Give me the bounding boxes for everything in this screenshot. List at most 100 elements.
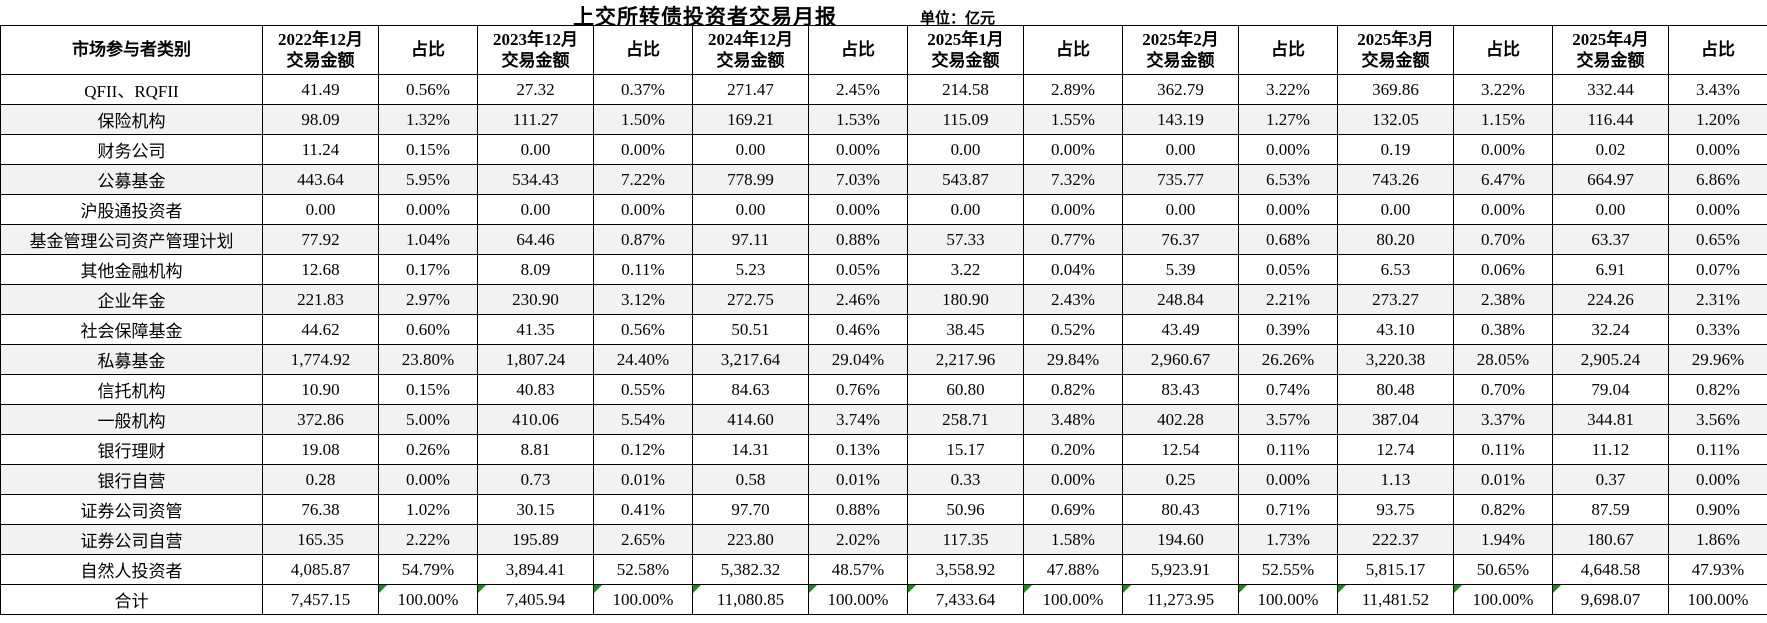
cell-amount[interactable]: 14.31 <box>692 434 809 465</box>
cell-pct[interactable]: 48.57% <box>808 554 908 585</box>
row-category[interactable]: 沪股通投资者 <box>0 194 263 225</box>
cell-amount[interactable]: 0.00 <box>907 194 1024 225</box>
cell-amount[interactable]: 11.12 <box>1552 434 1669 465</box>
cell-pct[interactable]: 0.70% <box>1453 224 1553 255</box>
cell-amount[interactable]: 180.67 <box>1552 524 1669 555</box>
cell-amount[interactable]: 271.47 <box>692 74 809 105</box>
cell-amount[interactable]: 4,648.58 <box>1552 554 1669 585</box>
cell-amount[interactable]: 5.23 <box>692 254 809 285</box>
cell-pct[interactable]: 0.88% <box>808 224 908 255</box>
cell-amount[interactable]: 165.35 <box>262 524 379 555</box>
cell-amount[interactable]: 0.00 <box>1337 194 1454 225</box>
cell-amount[interactable]: 10.90 <box>262 374 379 405</box>
cell-pct[interactable]: 26.26% <box>1238 344 1338 375</box>
cell-pct[interactable]: 2.31% <box>1668 284 1767 315</box>
cell-pct[interactable]: 3.74% <box>808 404 908 435</box>
cell-amount[interactable]: 80.48 <box>1337 374 1454 405</box>
cell-pct[interactable]: 0.37% <box>593 74 693 105</box>
row-category[interactable]: 一般机构 <box>0 404 263 435</box>
cell-amount[interactable]: 1,807.24 <box>477 344 594 375</box>
cell-pct[interactable]: 0.52% <box>1023 314 1123 345</box>
cell-pct[interactable]: 52.55% <box>1238 554 1338 585</box>
cell-amount[interactable]: 369.86 <box>1337 74 1454 105</box>
cell-pct[interactable]: 2.43% <box>1023 284 1123 315</box>
cell-amount[interactable]: 543.87 <box>907 164 1024 195</box>
cell-amount[interactable]: 664.97 <box>1552 164 1669 195</box>
cell-amount[interactable]: 0.00 <box>1552 194 1669 225</box>
cell-amount[interactable]: 87.59 <box>1552 494 1669 525</box>
cell-pct[interactable]: 0.00% <box>378 464 478 495</box>
cell-amount[interactable]: 132.05 <box>1337 104 1454 135</box>
column-header-amount-4[interactable]: 2025年2月 交易金额 <box>1122 25 1239 75</box>
cell-amount[interactable]: 76.38 <box>262 494 379 525</box>
cell-pct[interactable]: 2.21% <box>1238 284 1338 315</box>
cell-amount[interactable]: 30.15 <box>477 494 594 525</box>
column-header-amount-3[interactable]: 2025年1月 交易金额 <box>907 25 1024 75</box>
cell-amount[interactable]: 5,382.32 <box>692 554 809 585</box>
cell-amount[interactable]: 12.54 <box>1122 434 1239 465</box>
cell-pct[interactable]: 0.20% <box>1023 434 1123 465</box>
cell-amount[interactable]: 12.74 <box>1337 434 1454 465</box>
cell-pct[interactable]: 5.95% <box>378 164 478 195</box>
column-header-amount-1[interactable]: 2023年12月 交易金额 <box>477 25 594 75</box>
cell-amount[interactable]: 2,217.96 <box>907 344 1024 375</box>
cell-amount[interactable]: 12.68 <box>262 254 379 285</box>
column-header-pct-0[interactable]: 占比 <box>378 25 478 75</box>
cell-amount[interactable]: 180.90 <box>907 284 1024 315</box>
cell-amount[interactable]: 97.11 <box>692 224 809 255</box>
cell-amount[interactable]: 0.00 <box>692 194 809 225</box>
cell-amount[interactable]: 64.46 <box>477 224 594 255</box>
cell-amount[interactable]: 41.35 <box>477 314 594 345</box>
cell-amount[interactable]: 7,457.15 <box>262 584 379 615</box>
cell-pct[interactable]: 0.13% <box>808 434 908 465</box>
cell-pct[interactable]: 0.56% <box>593 314 693 345</box>
cell-pct[interactable]: 29.04% <box>808 344 908 375</box>
cell-pct[interactable]: 0.38% <box>1453 314 1553 345</box>
cell-amount[interactable]: 5.39 <box>1122 254 1239 285</box>
row-category[interactable]: 证券公司自营 <box>0 524 263 555</box>
cell-amount[interactable]: 230.90 <box>477 284 594 315</box>
row-category[interactable]: 合计 <box>0 584 263 615</box>
cell-amount[interactable]: 169.21 <box>692 104 809 135</box>
cell-amount[interactable]: 362.79 <box>1122 74 1239 105</box>
column-header-pct-1[interactable]: 占比 <box>593 25 693 75</box>
cell-amount[interactable]: 27.32 <box>477 74 594 105</box>
cell-pct[interactable]: 7.03% <box>808 164 908 195</box>
cell-pct[interactable]: 1.15% <box>1453 104 1553 135</box>
cell-pct[interactable]: 1.32% <box>378 104 478 135</box>
cell-amount[interactable]: 443.64 <box>262 164 379 195</box>
cell-amount[interactable]: 0.00 <box>1122 134 1239 165</box>
column-header-amount-0[interactable]: 2022年12月 交易金额 <box>262 25 379 75</box>
cell-amount[interactable]: 60.80 <box>907 374 1024 405</box>
cell-amount[interactable]: 143.19 <box>1122 104 1239 135</box>
cell-amount[interactable]: 15.17 <box>907 434 1024 465</box>
cell-pct[interactable]: 0.82% <box>1023 374 1123 405</box>
cell-pct[interactable]: 2.22% <box>378 524 478 555</box>
cell-amount[interactable]: 0.02 <box>1552 134 1669 165</box>
cell-pct[interactable]: 100.00% <box>1453 584 1553 615</box>
cell-pct[interactable]: 2.89% <box>1023 74 1123 105</box>
cell-pct[interactable]: 0.76% <box>808 374 908 405</box>
cell-amount[interactable]: 332.44 <box>1552 74 1669 105</box>
cell-pct[interactable]: 0.74% <box>1238 374 1338 405</box>
cell-pct[interactable]: 0.15% <box>378 134 478 165</box>
cell-amount[interactable]: 3,217.64 <box>692 344 809 375</box>
cell-amount[interactable]: 195.89 <box>477 524 594 555</box>
cell-amount[interactable]: 743.26 <box>1337 164 1454 195</box>
cell-pct[interactable]: 0.82% <box>1668 374 1767 405</box>
cell-pct[interactable]: 6.47% <box>1453 164 1553 195</box>
cell-pct[interactable]: 1.53% <box>808 104 908 135</box>
column-header-pct-2[interactable]: 占比 <box>808 25 908 75</box>
cell-pct[interactable]: 1.94% <box>1453 524 1553 555</box>
cell-pct[interactable]: 100.00% <box>1238 584 1338 615</box>
cell-pct[interactable]: 0.00% <box>1453 194 1553 225</box>
cell-pct[interactable]: 0.00% <box>1023 464 1123 495</box>
cell-amount[interactable]: 7,405.94 <box>477 584 594 615</box>
cell-pct[interactable]: 0.07% <box>1668 254 1767 285</box>
cell-amount[interactable]: 0.00 <box>907 134 1024 165</box>
cell-pct[interactable]: 0.46% <box>808 314 908 345</box>
cell-pct[interactable]: 3.12% <box>593 284 693 315</box>
cell-amount[interactable]: 3,220.38 <box>1337 344 1454 375</box>
cell-amount[interactable]: 414.60 <box>692 404 809 435</box>
cell-pct[interactable]: 2.02% <box>808 524 908 555</box>
